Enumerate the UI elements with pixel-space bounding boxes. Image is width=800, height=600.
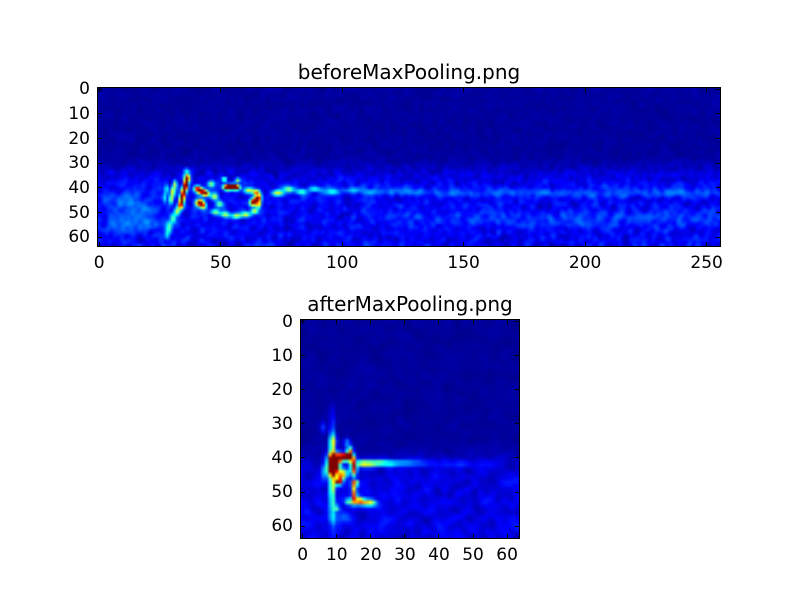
x-tick-label: 50	[209, 253, 232, 273]
x-tick-label: 20	[360, 545, 382, 565]
y-tick-label: 20	[271, 379, 293, 400]
chart-title-after: afterMaxPooling.png	[307, 292, 513, 316]
x-tick-mark	[336, 320, 338, 324]
x-tick-mark	[463, 242, 465, 246]
y-tick-label: 0	[79, 79, 90, 100]
x-tick-mark	[438, 534, 440, 538]
x-tick-label: 0	[93, 253, 105, 273]
y-tick-mark	[716, 138, 720, 140]
y-tick-label: 40	[68, 177, 90, 198]
x-tick-label: 250	[690, 253, 723, 273]
y-tick-mark	[98, 236, 102, 238]
y-tick-mark	[716, 187, 720, 189]
x-tick-label: 0	[297, 545, 309, 565]
y-tick-mark	[301, 525, 305, 527]
y-tick-mark	[515, 423, 519, 425]
x-tick-mark	[404, 320, 406, 324]
y-tick-label: 40	[271, 447, 293, 468]
y-tick-mark	[301, 423, 305, 425]
x-tick-label: 150	[447, 253, 480, 273]
x-tick-mark	[336, 534, 338, 538]
y-tick-mark	[515, 355, 519, 357]
chart-title-before: beforeMaxPooling.png	[297, 60, 521, 84]
y-tick-label: 50	[271, 482, 293, 503]
x-tick-mark	[98, 88, 100, 92]
y-tick-label: 0	[282, 311, 293, 332]
heatmap-image-after	[301, 320, 519, 538]
y-tick-mark	[98, 88, 102, 90]
y-tick-mark	[301, 457, 305, 459]
y-tick-mark	[716, 236, 720, 238]
y-tick-mark	[716, 88, 720, 90]
y-tick-mark	[716, 212, 720, 214]
x-tick-label: 40	[428, 545, 450, 565]
x-tick-mark	[706, 88, 708, 92]
x-tick-mark	[584, 242, 586, 246]
plot-area-after-maxpooling: 0 10 20 30 40 50 60 0 10 20 30 40 50 60	[271, 312, 520, 565]
y-tick-mark	[301, 491, 305, 493]
x-tick-mark	[706, 242, 708, 246]
y-tick-mark	[301, 389, 305, 391]
x-tick-mark	[438, 320, 440, 324]
y-tick-mark	[98, 187, 102, 189]
y-tick-label: 60	[271, 516, 293, 537]
y-tick-label: 10	[271, 345, 293, 366]
y-tick-mark	[716, 113, 720, 115]
y-tick-label: 30	[68, 153, 90, 174]
y-tick-mark	[98, 162, 102, 164]
y-tick-label: 10	[68, 103, 90, 124]
x-tick-label: 100	[325, 253, 359, 273]
y-tick-mark	[716, 162, 720, 164]
y-tick-mark	[98, 138, 102, 140]
y-tick-label: 30	[271, 413, 293, 434]
y-tick-label: 60	[68, 227, 90, 248]
x-tick-mark	[370, 320, 372, 324]
x-tick-label: 50	[462, 545, 484, 565]
y-tick-mark	[98, 113, 102, 115]
x-tick-mark	[472, 534, 474, 538]
x-tick-mark	[472, 320, 474, 324]
y-tick-mark	[515, 321, 519, 323]
y-tick-mark	[301, 355, 305, 357]
x-tick-mark	[584, 88, 586, 92]
x-tick-label: 10	[325, 545, 348, 565]
x-tick-mark	[506, 320, 508, 324]
x-tick-mark	[341, 88, 343, 92]
heatmap-image-before	[98, 88, 720, 246]
y-tick-mark	[515, 491, 519, 493]
y-tick-mark	[515, 457, 519, 459]
x-tick-mark	[98, 242, 100, 246]
x-tick-label: 200	[568, 253, 602, 273]
y-tick-mark	[515, 525, 519, 527]
x-tick-label: 60	[496, 545, 518, 565]
x-tick-mark	[404, 534, 406, 538]
x-tick-mark	[220, 88, 222, 92]
plot-area-before-maxpooling: 0 50 100 150 200 250 0 10 20 30 40 50 60	[68, 79, 722, 273]
y-tick-label: 20	[68, 128, 90, 149]
x-tick-mark	[220, 242, 222, 246]
x-tick-mark	[341, 242, 343, 246]
x-tick-mark	[506, 534, 508, 538]
x-tick-mark	[370, 534, 372, 538]
x-tick-label: 30	[394, 545, 416, 565]
y-tick-mark	[98, 212, 102, 214]
y-tick-mark	[515, 389, 519, 391]
y-tick-label: 50	[68, 202, 90, 223]
x-tick-mark	[302, 534, 304, 538]
x-tick-mark	[463, 88, 465, 92]
y-tick-mark	[301, 321, 305, 323]
